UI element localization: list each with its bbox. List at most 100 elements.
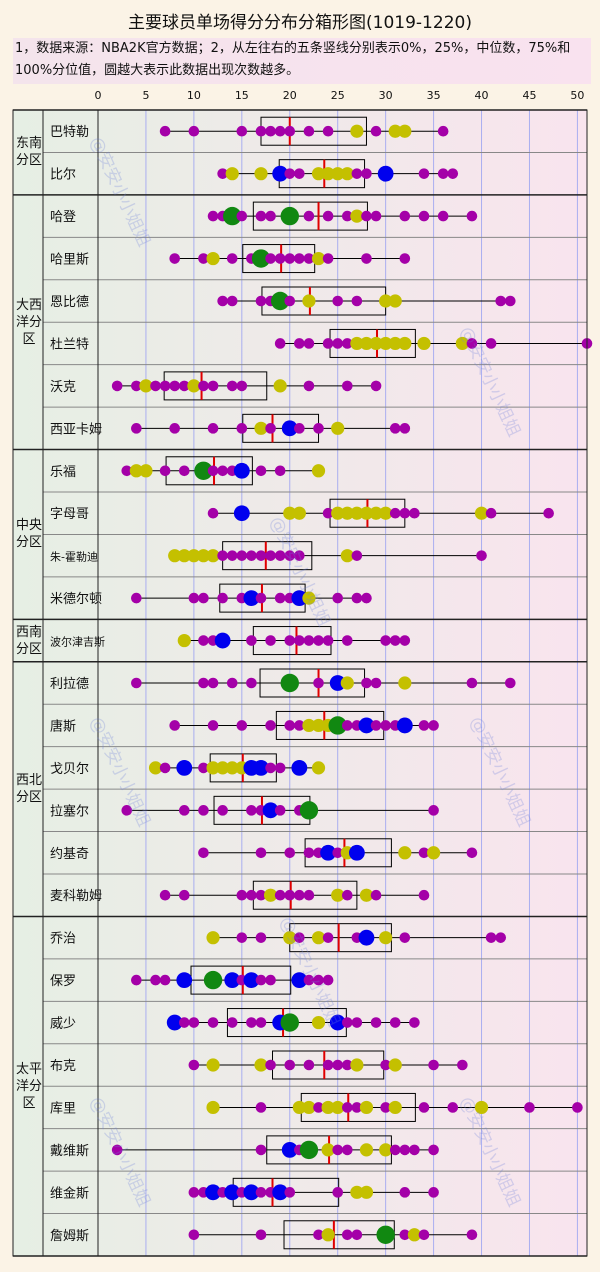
score-dot [428,1187,439,1198]
score-dot [418,889,430,901]
score-dot [224,972,241,989]
score-dot [389,1017,401,1028]
score-dot [359,1100,374,1115]
score-dot [407,1228,422,1242]
score-dot [313,1102,324,1113]
player-name: 比尔 [50,168,76,183]
score-dot [292,1100,306,1115]
score-dot [311,1015,326,1030]
score-dot [351,1229,363,1241]
plot-frame [12,109,588,1257]
score-dot [485,507,497,519]
score-dot [111,380,123,392]
score-dot [246,1017,257,1028]
score-dot [398,124,412,138]
player-name: 戴维斯 [50,1144,89,1159]
score-dot [265,762,276,774]
score-dot [311,251,326,266]
score-dot [236,380,248,392]
score-dot [476,550,487,561]
score-dot [303,974,315,986]
score-dot [283,506,297,520]
score-dot [418,847,430,859]
score-dot [294,168,305,179]
player-name: 字母哥 [50,507,89,522]
score-dot [359,888,374,902]
score-dot [504,295,516,307]
score-dot [351,1102,363,1113]
score-dot [255,974,267,986]
score-dot [341,1144,353,1156]
score-dot [274,338,286,349]
score-dot [274,465,286,477]
score-dot [311,718,326,733]
score-dot [254,1058,268,1072]
score-dot [437,168,449,179]
score-dot [466,677,478,689]
score-dot [233,505,250,522]
player-name: 戈贝尔 [50,762,89,777]
score-dot [236,125,248,137]
score-dot [379,931,393,945]
score-dot [341,1059,353,1071]
score-dot [418,1102,430,1113]
score-dot [313,677,324,689]
player-name: 恩比德 [50,295,89,310]
score-dot [236,932,248,943]
score-dot [328,716,347,735]
score-dot [294,423,305,434]
score-dot [188,125,200,137]
score-dot [217,168,228,179]
score-dot [226,677,238,689]
score-dot [284,720,296,731]
score-dot [272,165,289,182]
score-dot [255,889,267,901]
score-dot [177,549,191,563]
score-dot [474,506,489,520]
score-dot [359,336,374,351]
score-dot [121,805,133,816]
score-dot [322,210,334,222]
score-dot [466,1229,478,1241]
score-dot [226,550,238,561]
x-tick-label: 0 [95,89,102,102]
score-dot [322,932,334,943]
score-dot [331,421,345,435]
score-dot [207,720,219,731]
score-dot [418,210,430,222]
score-dot [474,1100,489,1115]
score-dot [284,253,296,264]
score-dot [168,549,182,563]
score-dot [331,888,345,902]
player-name: 威少 [50,1017,76,1032]
x-tick-label: 40 [475,89,489,102]
score-dot [322,635,334,646]
score-dot [223,206,242,226]
score-dot [428,1059,439,1071]
score-dot [169,423,181,434]
score-dot [206,251,220,266]
score-dot [294,932,305,943]
score-dot [428,720,439,731]
score-dot [341,338,353,349]
score-dot [331,167,345,181]
score-dot [340,506,354,520]
score-dot [206,1058,220,1072]
score-dot [251,249,271,268]
score-dot [388,1100,402,1115]
score-dot [206,549,220,563]
score-dot [274,762,286,774]
score-dot [273,379,287,393]
score-dot [409,1144,420,1156]
score-dot [303,338,315,349]
score-dot [457,1059,468,1071]
score-dot [131,974,142,986]
score-dot [131,380,142,392]
score-dot [272,1184,289,1201]
score-dot [359,1185,374,1199]
score-dot [255,592,267,604]
score-dot [379,294,393,308]
score-dot [370,125,382,137]
player-name: 波尔津吉斯 [50,636,105,649]
